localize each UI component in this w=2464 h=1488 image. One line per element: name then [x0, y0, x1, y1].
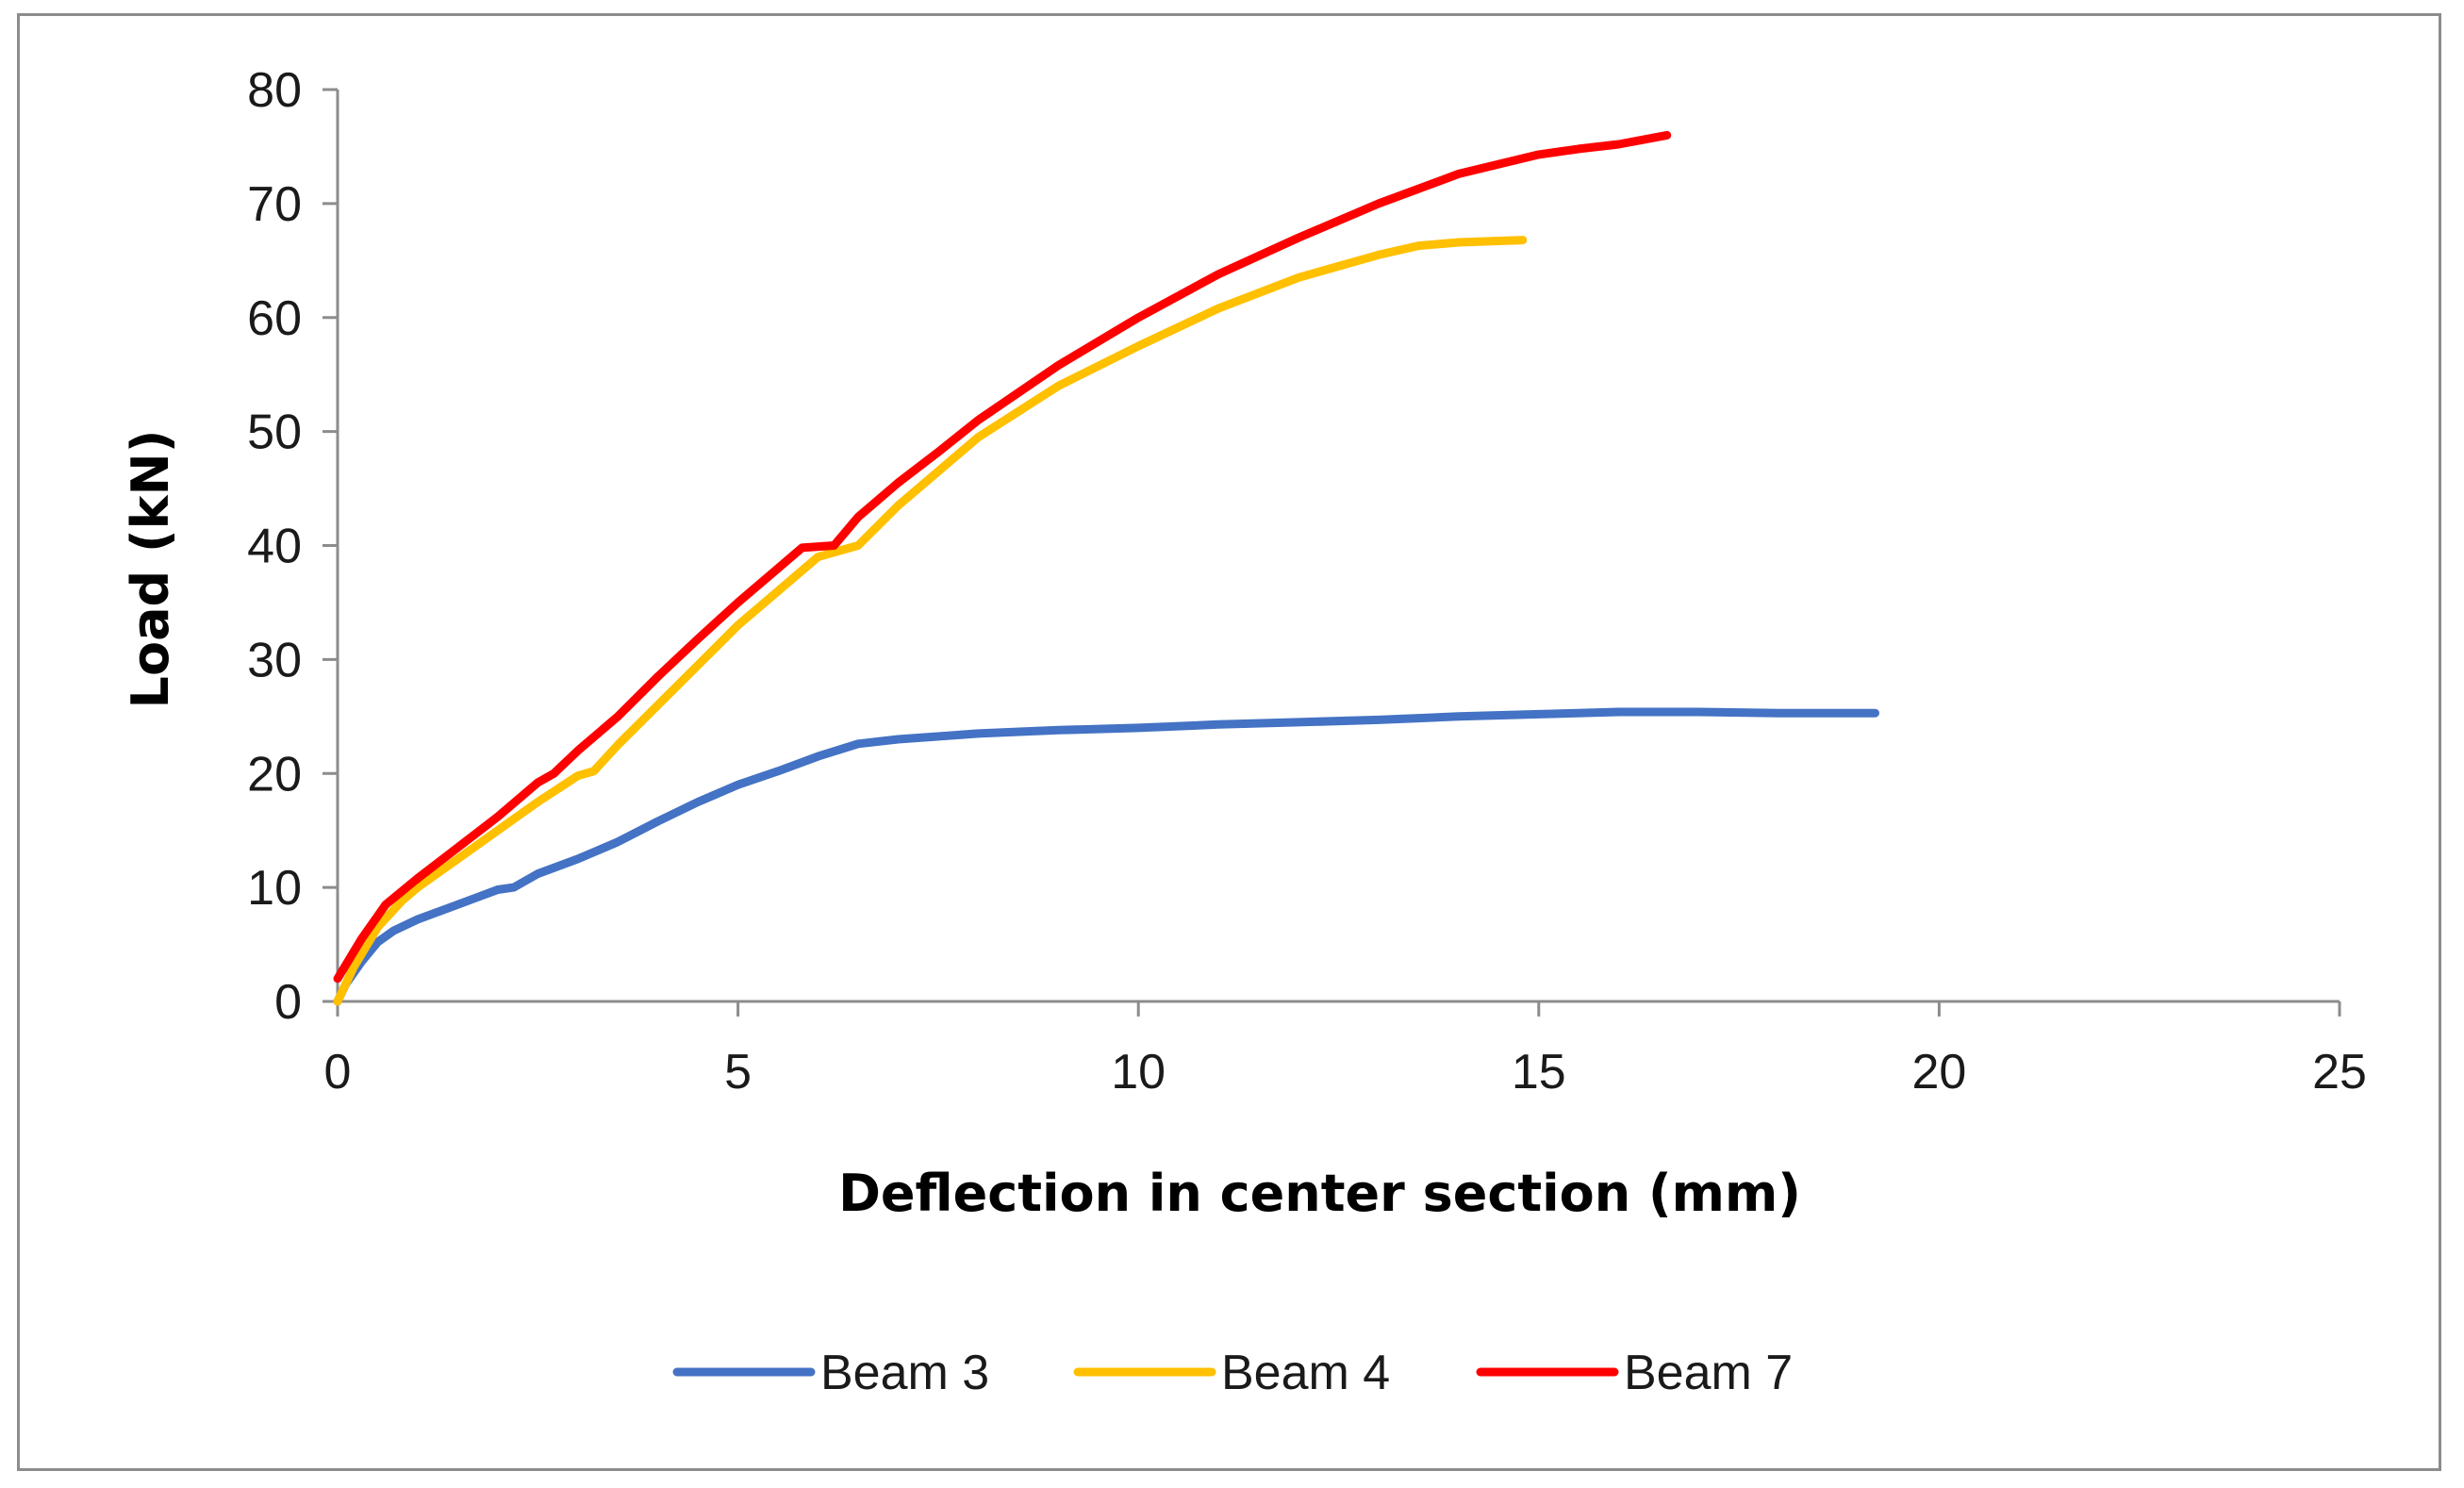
x-tick-label: 25: [2312, 1045, 2367, 1099]
legend-label-beam-3: Beam 3: [820, 1346, 989, 1400]
x-tick-label: 15: [1512, 1045, 1566, 1099]
series-lines: [333, 130, 1879, 1006]
series-line-beam-3: [333, 707, 1879, 1006]
y-tick-label: 70: [247, 177, 302, 232]
x-tick-label: 10: [1111, 1045, 1166, 1099]
axes: [336, 90, 2340, 1003]
y-tick-label: 30: [247, 633, 302, 687]
x-ticks: 0 5 10 15 20 25: [324, 1001, 2367, 1099]
y-ticks: 0 10 20 30 40 50 60 70 80: [247, 63, 338, 1030]
y-tick-label: 40: [247, 520, 302, 574]
y-tick-label: 10: [247, 861, 302, 916]
x-tick-label: 0: [324, 1045, 352, 1099]
series-line-beam-4: [333, 236, 1528, 1006]
x-tick-label: 5: [724, 1045, 752, 1099]
y-tick-label: 50: [247, 405, 302, 460]
y-tick-label: 20: [247, 747, 302, 802]
legend-label-beam-7: Beam 7: [1624, 1346, 1793, 1400]
legend-label-beam-4: Beam 4: [1221, 1346, 1390, 1400]
y-axis-title: Load (kN): [121, 430, 180, 709]
series-line-beam-7: [333, 130, 1672, 984]
chart-frame: [17, 13, 2441, 1471]
x-tick-label: 20: [1911, 1045, 1966, 1099]
legend: Beam 3 Beam 4 Beam 7: [672, 1346, 1793, 1400]
x-axis-title: Deflection in center section (mm): [838, 1164, 1801, 1223]
y-tick-label: 0: [274, 975, 302, 1030]
y-tick-label: 60: [247, 291, 302, 346]
y-tick-label: 80: [247, 63, 302, 118]
